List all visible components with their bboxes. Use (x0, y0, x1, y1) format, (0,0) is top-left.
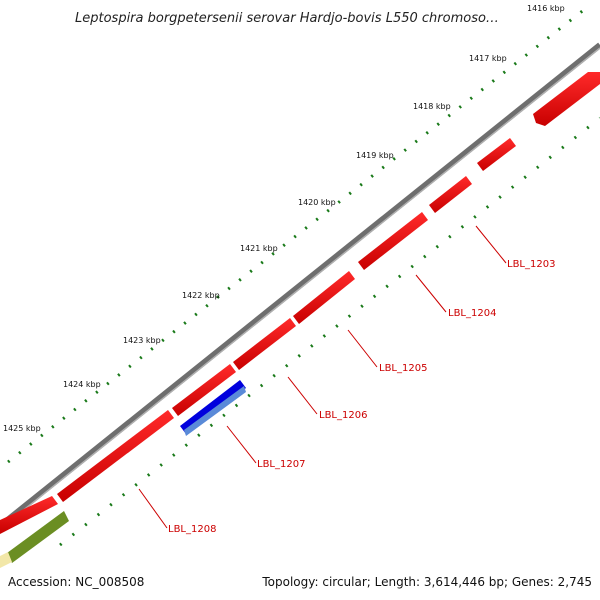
tick-label: 1424 kbp (63, 380, 101, 389)
other-features (0, 380, 246, 568)
gene-labels: LBL_1203 LBL_1204 LBL_1205 LBL_1206 LBL_… (168, 259, 555, 535)
outer-scale-ring (7, 3, 591, 464)
tick-label: 1420 kbp (298, 198, 336, 207)
kbp-tick-labels: 1416 kbp 1417 kbp 1418 kbp 1419 kbp 1420… (3, 4, 565, 433)
cds-arrow[interactable] (533, 72, 600, 126)
tick-label: 1418 kbp (413, 102, 451, 111)
gene-label[interactable]: LBL_1207 (257, 459, 305, 470)
inner-scale-ring (59, 116, 600, 547)
cds-arrow-lbl-1203[interactable] (477, 138, 516, 171)
cds-arrow-lbl-1207[interactable] (172, 364, 236, 416)
cds-arrow-lbl-1206[interactable] (233, 318, 296, 370)
gene-label[interactable]: LBL_1204 (448, 308, 496, 319)
topology-summary: Topology: circular; Length: 3,614,446 bp… (261, 575, 592, 589)
feature-yellow[interactable] (0, 552, 12, 568)
cds-arrow-lbl-1208[interactable] (57, 410, 174, 502)
label-leader-lines (138, 225, 507, 529)
tick-label: 1419 kbp (356, 151, 394, 160)
gene-label[interactable]: LBL_1208 (168, 524, 216, 535)
tick-label: 1423 kbp (123, 336, 161, 345)
inner-scale-dots (59, 116, 600, 547)
feature-green[interactable] (7, 511, 69, 563)
cds-arrow[interactable] (429, 176, 472, 213)
cds-arrow-lbl-1205[interactable] (293, 271, 355, 324)
tick-label: 1417 kbp (469, 54, 507, 63)
backbone-line (0, 42, 600, 530)
cds-features (0, 72, 600, 534)
tick-label: 1416 kbp (527, 4, 565, 13)
gene-label[interactable]: LBL_1205 (379, 363, 427, 374)
tick-label: 1421 kbp (240, 244, 278, 253)
map-title: Leptospira borgpetersenii serovar Hardjo… (75, 11, 499, 26)
cds-arrow-lbl-1204[interactable] (358, 212, 428, 270)
gene-label[interactable]: LBL_1206 (319, 410, 367, 421)
feature-blue[interactable] (180, 380, 246, 434)
outer-scale-dots (7, 3, 591, 464)
gene-label[interactable]: LBL_1203 (507, 259, 555, 270)
accession-text: Accession: NC_008508 (8, 575, 144, 589)
chromosome-backbone (0, 42, 600, 530)
tick-label: 1422 kbp (182, 291, 220, 300)
tick-label: 1425 kbp (3, 424, 41, 433)
cds-arrow[interactable] (0, 496, 58, 534)
